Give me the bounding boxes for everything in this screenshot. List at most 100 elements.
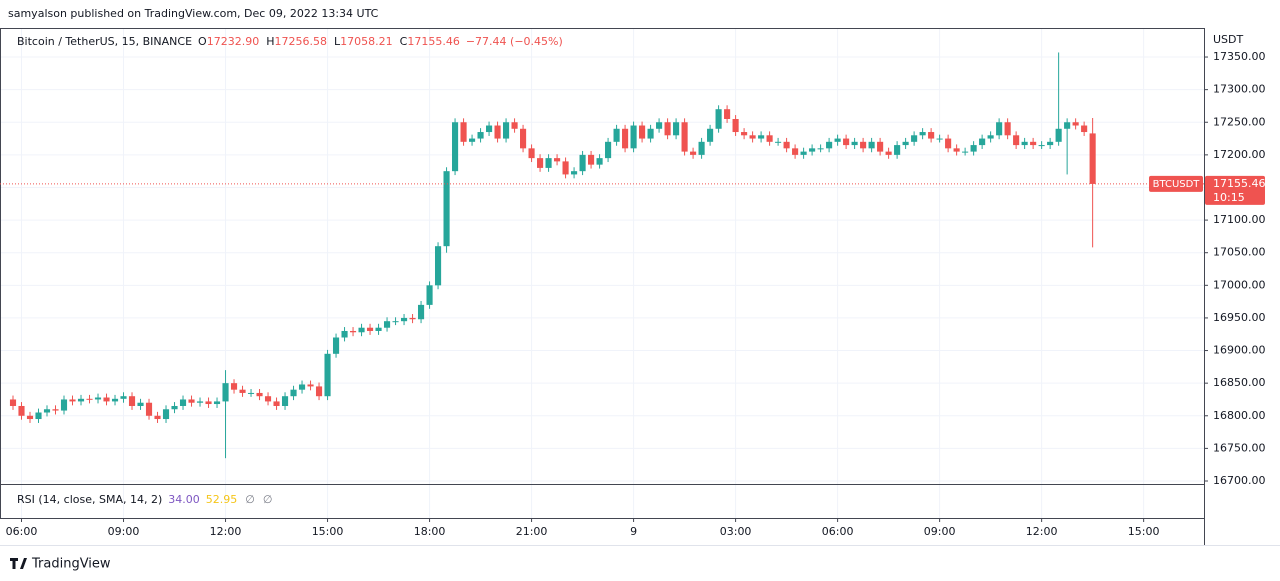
brand: TradingView [10,557,111,572]
candle-body [247,392,255,394]
candle-body [928,132,935,139]
candle-body [145,402,153,416]
candle-body [775,141,782,143]
candle-body [885,151,892,155]
candle-body [520,128,527,149]
legend-key: O [198,35,207,48]
rsi-label: RSI (14, close, SMA, 14, 2) [17,493,162,506]
candle-body [1072,122,1079,126]
legend-key: C [400,35,408,48]
candle-body [562,161,569,175]
candle-body [834,138,841,142]
candle-body [222,383,229,402]
candle-body [571,171,578,175]
candle-body [817,148,824,150]
y-tick-label: 17250.00 [1213,115,1266,128]
candle-body [1004,122,1011,136]
candle-body [154,415,161,420]
x-tick-label: 09:00 [108,525,140,538]
candle-body [919,132,926,136]
candle-body [911,135,918,142]
candle-body [290,389,297,397]
candle-body [673,122,680,136]
rsi-legend: RSI (14, close, SMA, 14, 2) 34.00 52.95 ∅ ∅ [17,493,272,506]
candle-body [298,384,306,390]
candle-body [60,399,68,411]
x-tick-label: 21:00 [516,525,548,538]
candle-body [732,118,739,133]
candle-body [52,409,59,411]
candle-body [94,397,102,400]
legend: Bitcoin / TetherUS, 15, BINANCE O17232.90… [17,35,563,48]
chart-frame [0,28,1205,519]
candle-body [103,397,110,402]
candle-body [128,396,136,406]
candle-body [315,386,323,397]
grid [0,28,1204,518]
candle-body [962,151,969,153]
candle-body [341,330,348,338]
candle-body [877,141,884,152]
y-tick-label: 16850.00 [1213,376,1266,389]
rsi-line: RSI (14, close, SMA, 14, 2) 34.00 52.95 ∅ ∅ [17,493,272,506]
candle-body [35,412,42,420]
legend-value: 17232.90 [207,35,260,48]
legend-value: 17155.46 [407,35,460,48]
rsi-extra: ∅ [245,493,255,506]
rsi-value: 34.00 [168,493,200,506]
candle-body [205,401,212,405]
x-tick-label: 12:00 [210,525,242,538]
candle-body [494,125,501,139]
candle-body [1081,125,1088,133]
candle-body [596,158,603,165]
x-tick-label: 9 [630,525,637,538]
currency-label: USDT [1213,33,1244,46]
countdown-text: 10:15 [1213,191,1245,204]
candle-body [230,383,238,390]
candle-body [826,141,833,149]
rsi-extra: ∅ [263,493,273,506]
symbol-tag [1149,175,1203,192]
candles [9,52,1096,459]
candle-body [434,246,442,286]
candle-body [9,399,17,406]
candle-body [554,158,561,162]
symbol-tag-text: BTCUSDT [1153,179,1201,190]
legend-symbol: Bitcoin / TetherUS, 15, BINANCE [17,35,192,48]
candle-body [690,151,697,155]
candle-body [860,141,867,149]
candle-body [758,135,765,139]
y-tick-label: 17200.00 [1213,148,1266,161]
candle-body [979,138,986,146]
legend-line: Bitcoin / TetherUS, 15, BINANCE O17232.90… [17,35,563,48]
candle-body [987,135,994,139]
legend-key: L [334,35,341,48]
candle-body [622,128,629,149]
candle-body [77,398,85,402]
candle-body [639,125,646,139]
candle-body [741,132,748,136]
legend-value: 17256.58 [275,35,328,48]
candle-body [26,415,34,420]
candle-body [511,122,518,129]
candle-body [1021,141,1028,146]
candle-body [902,141,909,146]
candle-body [647,128,654,139]
candle-body [681,122,688,152]
candle-body [945,138,952,149]
rsi-value: 52.95 [206,493,238,506]
candle-body [843,138,850,146]
candle-body [120,396,127,399]
candle-body [503,122,510,139]
candle-body [851,141,858,146]
candle-body [188,399,195,403]
candle-body [264,396,272,402]
candle-body [307,384,314,387]
candle-body [86,398,93,400]
candle-body [392,321,399,323]
y-tick-label: 17350.00 [1213,50,1266,63]
y-tick-label: 17100.00 [1213,213,1266,226]
candle-body [800,151,807,155]
candle-body [349,330,357,333]
candle-body [409,317,416,320]
